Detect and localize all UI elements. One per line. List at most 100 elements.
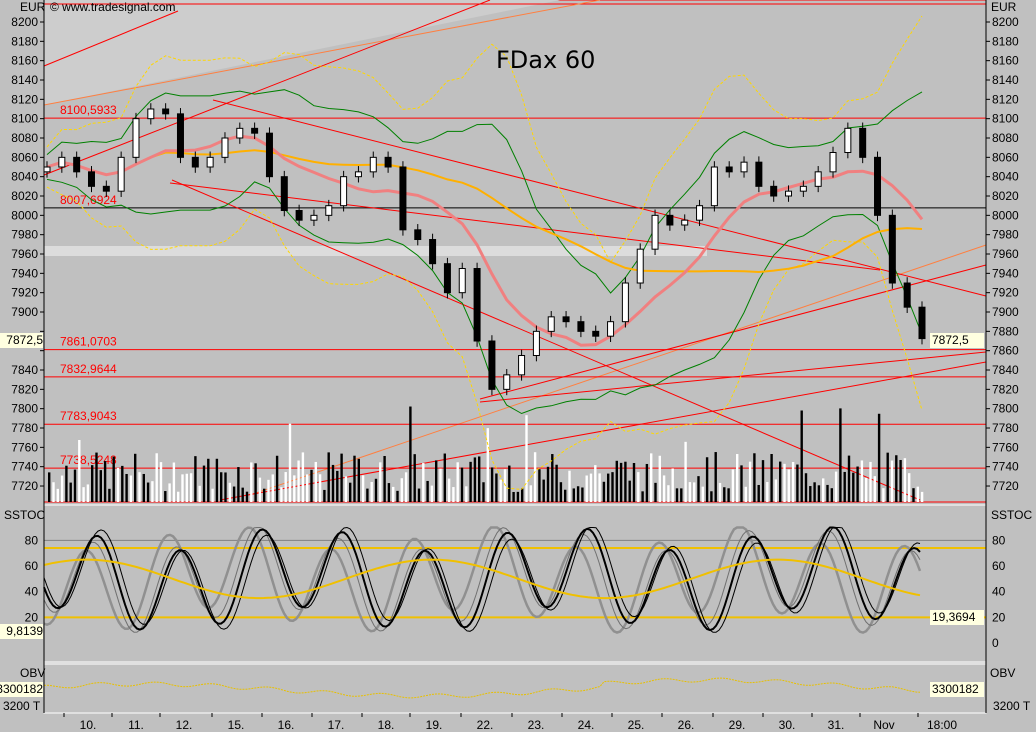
volume-bar <box>155 453 158 502</box>
volume-bar <box>757 484 760 502</box>
volume-bar <box>766 482 769 502</box>
volume-bar <box>723 487 726 502</box>
candle-body <box>102 185 110 192</box>
volume-bar <box>796 464 799 502</box>
volume-bar <box>852 472 855 502</box>
volume-bar <box>443 453 446 502</box>
volume-bar <box>521 488 524 502</box>
sstoc-tick-label-left: 40 <box>25 585 39 599</box>
volume-bar <box>809 486 812 502</box>
price-tick-label-right: 8200 <box>992 15 1019 29</box>
volume-bar <box>301 452 305 502</box>
volume-bar <box>357 458 360 502</box>
volume-bar <box>177 491 180 502</box>
last-price-left: 7872,5 <box>0 333 43 348</box>
candle-body <box>577 321 585 332</box>
level-label: 8100,5933 <box>60 103 117 117</box>
volume-bar <box>581 487 584 502</box>
volume-bar <box>383 455 386 502</box>
volume-bar <box>73 469 77 502</box>
volume-bar <box>903 458 907 502</box>
candle-body <box>859 127 867 158</box>
sstoc-label-left: SSTOC <box>4 508 45 522</box>
volume-bar <box>65 465 68 502</box>
volume-bar <box>460 467 464 502</box>
volume-bar <box>899 460 902 502</box>
slow-moving-average <box>46 149 923 274</box>
sstoc-tick-label-right: 80 <box>992 533 1006 547</box>
candle-body <box>740 161 748 173</box>
volume-bar <box>48 472 51 502</box>
x-tick-label: 31. <box>828 718 845 732</box>
volume-bar <box>254 463 257 502</box>
chart-title: FDax 60 <box>496 46 595 74</box>
price-tick-label-left: 8040 <box>11 170 38 184</box>
volume-bar <box>353 455 356 502</box>
volume-bar <box>650 453 653 502</box>
volume-bar <box>533 452 537 502</box>
volume-bar <box>91 465 94 502</box>
price-tick-label-right: 8080 <box>992 131 1019 145</box>
candle-body <box>651 214 659 250</box>
candle-body <box>429 239 437 265</box>
volume-bar <box>456 462 459 502</box>
volume-bar <box>632 463 636 502</box>
currency-label-left: EUR <box>20 0 46 14</box>
volume-bar <box>413 454 416 502</box>
price-tick-label-right: 8180 <box>992 34 1019 48</box>
volume-bar <box>103 461 107 502</box>
sstoc-tick-label-left: 20 <box>25 610 39 624</box>
volume-bar <box>572 488 575 502</box>
price-tick-label-left: 8080 <box>11 131 38 145</box>
volume-bar <box>718 482 722 502</box>
obv-label-right: OBV <box>990 666 1015 680</box>
x-tick-label: 10. <box>80 718 97 732</box>
volume-bar <box>86 484 90 502</box>
price-tick-label-right: 8000 <box>992 208 1019 222</box>
volume-bar <box>134 453 137 502</box>
volume-bar <box>146 482 150 502</box>
price-tick-label-left: 8000 <box>11 208 38 222</box>
volume-bar <box>710 491 713 502</box>
volume-bar <box>241 487 244 502</box>
volume-bar <box>78 439 81 502</box>
price-tick-label-right: 8160 <box>992 54 1019 68</box>
volume-bar <box>779 461 782 502</box>
volume-bar <box>331 464 335 502</box>
level-label: 7738,5248 <box>60 453 117 467</box>
volume-bar <box>224 472 227 502</box>
price-tick-label-right: 7940 <box>992 266 1019 280</box>
volume-bar <box>804 473 808 502</box>
volume-bar <box>306 474 309 502</box>
volume-bar <box>478 456 481 502</box>
volume-bar <box>473 457 477 502</box>
volume-bar <box>873 476 876 502</box>
volume-bar <box>748 461 752 502</box>
price-tick-label-right: 7880 <box>992 324 1019 338</box>
volume-bar <box>564 489 567 502</box>
volume-bar <box>856 466 859 502</box>
candle-body <box>874 156 882 216</box>
candle-body <box>162 108 170 115</box>
volume-bar <box>576 486 580 502</box>
volume-bar <box>185 473 188 502</box>
volume-bar <box>417 488 421 502</box>
price-tick-label-right: 7960 <box>992 247 1019 261</box>
last-price-right: 7872,5 <box>930 333 984 348</box>
candle-body <box>547 316 555 332</box>
volume-bar <box>847 455 851 502</box>
candle-body <box>251 127 259 134</box>
price-tick-label-right: 7920 <box>992 286 1019 300</box>
volume-bar <box>607 473 610 502</box>
volume-bar <box>482 482 485 502</box>
volume-bar <box>189 473 193 502</box>
volume-bar <box>641 491 644 502</box>
volume-bar <box>822 478 825 502</box>
volume-bar <box>465 486 468 502</box>
candle-body <box>206 156 214 168</box>
volume-bar <box>164 491 167 502</box>
candle-body <box>503 374 511 390</box>
x-tick-label: 26. <box>678 718 695 732</box>
candle-body <box>280 176 288 212</box>
sstoc-tick-label-left: 80 <box>25 533 39 547</box>
